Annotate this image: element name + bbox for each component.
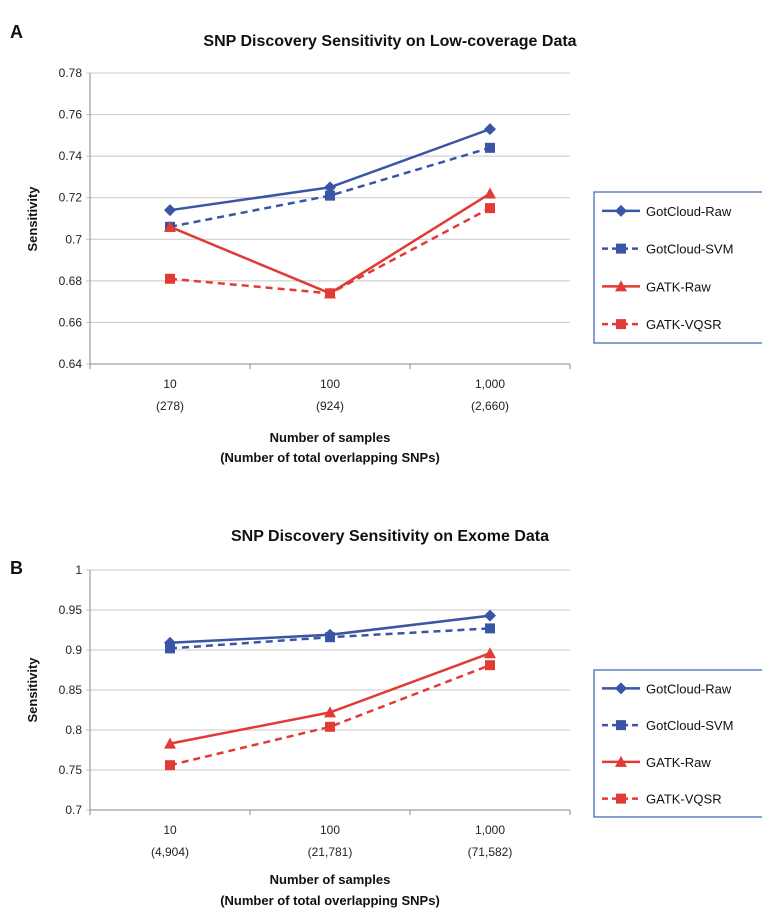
legend-label-gatk-raw: GATK-Raw bbox=[646, 279, 711, 294]
y-tick-label: 0.76 bbox=[59, 108, 83, 122]
chart-a-title: SNP Discovery Sensitivity on Low-coverag… bbox=[203, 33, 576, 50]
legend-label-gatk-raw: GATK-Raw bbox=[646, 755, 711, 770]
data-point-gatk-raw bbox=[164, 737, 176, 749]
x-tick-sublabel: (2,660) bbox=[471, 399, 509, 413]
chart-panel-a: A SNP Discovery Sensitivity on Low-cover… bbox=[10, 22, 762, 465]
data-point-gotcloud-svm bbox=[485, 142, 495, 153]
series-line-gatk-vqsr bbox=[169, 664, 491, 767]
y-tick-label: 0.7 bbox=[65, 803, 82, 817]
data-point-gotcloud-raw bbox=[324, 181, 336, 194]
chart-b-gridlines bbox=[86, 569, 571, 815]
legend-marker-gotcloud-svm bbox=[616, 243, 626, 254]
data-point-gatk-vqsr bbox=[485, 203, 495, 214]
y-tick-label: 0.72 bbox=[59, 191, 83, 205]
y-tick-label: 0.64 bbox=[59, 357, 83, 371]
x-tick-sublabel: (71,582) bbox=[468, 845, 513, 859]
series-line-gotcloud-svm bbox=[169, 146, 491, 229]
y-tick-label: 0.68 bbox=[59, 274, 83, 288]
chart-b-x-ticks: 10 (4,904) 100 (21,781) 1,000 (71,582) bbox=[151, 823, 512, 859]
legend-label-gatk-vqsr: GATK-VQSR bbox=[646, 317, 722, 332]
data-point-gatk-vqsr bbox=[485, 660, 495, 671]
legend-label-gotcloud-raw: GotCloud-Raw bbox=[646, 204, 732, 219]
data-point-gatk-vqsr bbox=[165, 273, 175, 284]
x-tick-label: 1,000 bbox=[475, 377, 505, 391]
chart-b-y-axis-title: Sensitivity bbox=[25, 657, 40, 723]
data-point-gotcloud-svm bbox=[165, 643, 175, 654]
y-tick-label: 0.9 bbox=[65, 643, 82, 657]
data-point-gatk-raw bbox=[324, 706, 336, 718]
y-tick-label: 0.66 bbox=[59, 315, 83, 329]
data-point-gotcloud-raw bbox=[484, 123, 496, 136]
data-point-gotcloud-raw bbox=[484, 609, 496, 622]
legend-label-gotcloud-raw: GotCloud-Raw bbox=[646, 681, 732, 696]
data-point-gatk-raw bbox=[484, 647, 496, 659]
series-line-gatk-raw bbox=[169, 192, 491, 295]
chart-b-y-ticks: 0.7 0.75 0.8 0.85 0.9 0.95 1 bbox=[59, 563, 83, 817]
chart-a-y-axis-title: Sensitivity bbox=[25, 186, 40, 252]
legend-label-gotcloud-svm: GotCloud-SVM bbox=[646, 242, 733, 257]
legend-marker-gatk-vqsr bbox=[616, 793, 626, 804]
chart-b-legend: GotCloud-Raw GotCloud-SVM GATK-Raw GATK-VQS… bbox=[593, 669, 762, 818]
y-tick-label: 0.75 bbox=[59, 763, 83, 777]
legend-marker-gotcloud-raw bbox=[615, 682, 627, 695]
chart-a-y-ticks: 0.64 0.66 0.68 0.7 0.72 0.74 0.76 0.78 bbox=[59, 66, 83, 371]
data-point-gotcloud-svm bbox=[325, 190, 335, 201]
legend-marker-gotcloud-raw bbox=[615, 204, 627, 217]
y-tick-label: 0.78 bbox=[59, 66, 83, 80]
data-point-gatk-vqsr bbox=[165, 760, 175, 771]
chart-b-series bbox=[164, 609, 496, 771]
y-tick-label: 0.7 bbox=[65, 232, 82, 246]
data-point-gotcloud-raw bbox=[164, 204, 176, 217]
panel-letter-b: B bbox=[10, 558, 23, 578]
y-tick-label: 0.8 bbox=[65, 723, 82, 737]
data-point-gatk-vqsr bbox=[325, 721, 335, 732]
chart-a-x-axis-title-line2: (Number of total overlapping SNPs) bbox=[220, 450, 440, 465]
x-tick-label: 10 bbox=[163, 377, 177, 391]
x-tick-label: 100 bbox=[320, 823, 340, 837]
chart-b-x-axis-title-line1: Number of samples bbox=[270, 872, 391, 887]
x-tick-label: 10 bbox=[163, 823, 177, 837]
x-tick-sublabel: (278) bbox=[156, 399, 184, 413]
y-tick-label: 0.95 bbox=[59, 603, 83, 617]
y-tick-label: 0.85 bbox=[59, 683, 83, 697]
data-point-gatk-raw bbox=[484, 187, 496, 199]
data-point-gatk-raw bbox=[164, 220, 176, 232]
chart-b-legend-box bbox=[593, 669, 762, 818]
chart-a-x-ticks: 10 (278) 100 (924) 1,000 (2,660) bbox=[156, 377, 509, 413]
legend-marker-gatk-vqsr bbox=[616, 319, 626, 330]
x-tick-sublabel: (924) bbox=[316, 399, 344, 413]
legend-label-gatk-vqsr: GATK-VQSR bbox=[646, 792, 722, 807]
chart-a-gridlines bbox=[86, 72, 571, 369]
x-tick-label: 100 bbox=[320, 377, 340, 391]
x-tick-sublabel: (21,781) bbox=[308, 845, 353, 859]
data-point-gatk-vqsr bbox=[325, 288, 335, 299]
legend-marker-gatk-raw bbox=[615, 755, 627, 767]
legend-label-gotcloud-svm: GotCloud-SVM bbox=[646, 718, 733, 733]
legend-marker-gotcloud-svm bbox=[616, 720, 626, 731]
chart-a-legend-box bbox=[593, 191, 762, 344]
legend-marker-gatk-raw bbox=[615, 280, 627, 292]
data-point-gotcloud-svm bbox=[325, 632, 335, 643]
x-tick-sublabel: (4,904) bbox=[151, 845, 189, 859]
data-point-gotcloud-svm bbox=[485, 623, 495, 634]
chart-panel-b: B SNP Discovery Sensitivity on Exome Dat… bbox=[10, 528, 762, 908]
y-tick-label: 1 bbox=[75, 563, 82, 577]
x-tick-label: 1,000 bbox=[475, 823, 505, 837]
chart-b-x-axis-title-line2: (Number of total overlapping SNPs) bbox=[220, 893, 440, 908]
chart-b-title: SNP Discovery Sensitivity on Exome Data bbox=[231, 528, 549, 545]
chart-a-legend: GotCloud-Raw GotCloud-SVM GATK-Raw GATK-VQS… bbox=[593, 191, 762, 344]
chart-a-series bbox=[164, 123, 496, 299]
panel-letter-a: A bbox=[10, 22, 23, 42]
chart-a-x-axis-title-line1: Number of samples bbox=[270, 430, 391, 445]
y-tick-label: 0.74 bbox=[59, 149, 83, 163]
